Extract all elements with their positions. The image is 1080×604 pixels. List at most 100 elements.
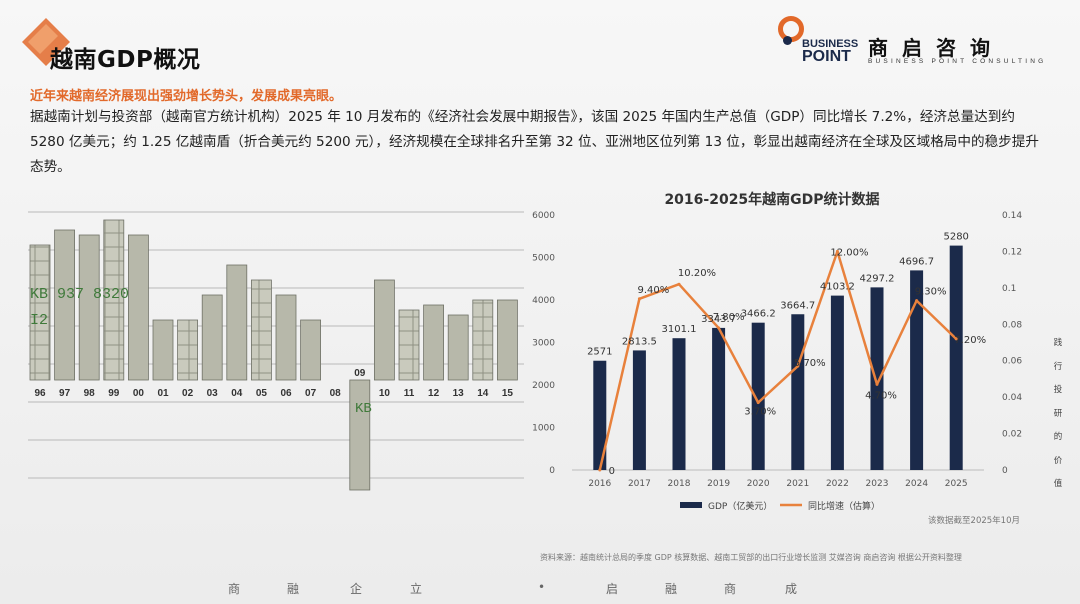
footer-slogan: 商 融 企 立 • 启 融 商 成 <box>0 576 1080 600</box>
growth-point <box>598 468 602 472</box>
image-year-label: 14 <box>477 388 489 399</box>
image-year-label: 07 <box>305 388 317 399</box>
x-tick-label: 2019 <box>707 479 730 489</box>
gdp-bar-label: 3101.1 <box>662 324 697 335</box>
image-bar <box>447 314 469 381</box>
gdp-bar-label: 5280 <box>943 232 968 243</box>
image-bar <box>78 234 100 381</box>
side-char: 研 <box>1053 408 1063 419</box>
y-right-tick-label: 0 <box>1002 466 1008 476</box>
growth-point-label: 7.20% <box>954 335 986 346</box>
image-bar <box>177 319 199 381</box>
image-bar <box>472 299 494 381</box>
y-left-tick-label: 2000 <box>532 381 555 391</box>
growth-point-label: 3.70% <box>744 407 776 418</box>
image-bar <box>201 294 223 381</box>
image-year-label: 09 <box>354 368 366 379</box>
growth-point-label: 7.80% <box>713 312 745 323</box>
image-year-label: 99 <box>108 388 120 399</box>
image-year-label: 06 <box>280 388 292 399</box>
growth-point <box>717 326 721 330</box>
x-tick-label: 2025 <box>945 479 968 489</box>
image-bar <box>226 264 248 381</box>
image-year-label: 02 <box>182 388 194 399</box>
gdp-bar <box>791 314 805 470</box>
growth-point <box>954 337 958 341</box>
footer-char: 融 <box>665 582 678 596</box>
side-char: 的 <box>1053 432 1063 442</box>
growth-point <box>677 282 681 286</box>
gdp-bar <box>830 295 844 470</box>
growth-point <box>756 401 760 405</box>
gdp-bar <box>712 327 726 470</box>
y-right-tick-label: 0.02 <box>1002 430 1022 440</box>
logo-mark-bottom: POINT <box>802 48 851 65</box>
image-year-label: 01 <box>157 388 169 399</box>
gdp-bar <box>949 245 963 470</box>
x-tick-label: 2023 <box>866 479 889 489</box>
gdp-bar <box>593 360 607 470</box>
footer-char: 立 <box>410 582 423 596</box>
side-char: 价 <box>1053 455 1063 466</box>
gdp-bar-label: 3343.7 <box>701 314 736 325</box>
corner-accent-shape <box>22 18 70 66</box>
growth-point-label: 4.70% <box>865 390 897 401</box>
y-right-tick-label: 0.06 <box>1002 357 1022 367</box>
y-left-tick-label: 3000 <box>532 339 555 349</box>
image-year-label: 00 <box>133 388 145 399</box>
footer-char: • <box>538 580 546 594</box>
image-bar <box>54 229 76 381</box>
y-right-tick-label: 0.08 <box>1002 320 1022 330</box>
bill-text-2: I2 <box>30 312 48 329</box>
y-right-tick-label: 0.04 <box>1002 393 1022 403</box>
image-year-label: 13 <box>453 388 465 399</box>
y-right-tick-label: 0.1 <box>1002 284 1016 294</box>
x-tick-label: 2018 <box>668 479 691 489</box>
y-right-tick-label: 0.14 <box>1002 211 1022 221</box>
growth-point <box>796 364 800 368</box>
image-bar <box>250 279 272 381</box>
logo-dot-icon <box>783 36 792 45</box>
gdp-chart: 2016-2025年越南GDP统计数据 0 1000 2000 3000 4000 500… <box>532 191 1022 526</box>
footer-char: 企 <box>350 582 363 596</box>
subtitle: 近年来越南经济展现出强劲增长势头，发展成果亮眼。 <box>30 89 343 104</box>
gdp-bar-label: 4297.2 <box>860 273 895 284</box>
image-bar <box>349 379 371 491</box>
legend-bar-label: GDP（亿美元） <box>708 500 772 512</box>
y-right-tick-label: 0.12 <box>1002 247 1022 257</box>
growth-point-label: 9.30% <box>915 287 947 298</box>
image-bar <box>128 234 149 381</box>
y-left-tick-label: 6000 <box>532 211 555 221</box>
gdp-bar <box>632 350 646 470</box>
image-year-label: 11 <box>404 388 415 399</box>
footer-char: 商 <box>228 582 241 596</box>
x-tick-label: 2020 <box>747 479 770 489</box>
footer-char: 融 <box>287 582 300 596</box>
y-left-tick-label: 5000 <box>532 254 555 264</box>
company-logo: BUSINESS POINT 商启咨询 BUSINESS POINT CONSU… <box>778 16 1058 72</box>
gdp-bar-label: 3466.2 <box>741 309 776 320</box>
image-year-label: 97 <box>59 388 71 399</box>
growth-point <box>875 382 879 386</box>
logo-mark-top: BUSINESS <box>802 38 859 50</box>
logo-english-name: BUSINESS POINT CONSULTING <box>868 58 1047 65</box>
side-char: 投 <box>1053 385 1063 395</box>
legend-line-label: 同比增速（估算） <box>808 500 880 512</box>
gdp-bar <box>751 322 765 470</box>
y-left-tick-label: 1000 <box>532 424 555 434</box>
chart-title: 2016-2025年越南GDP统计数据 <box>664 191 879 208</box>
growth-point <box>637 297 641 301</box>
gdp-bar-label: 3664.7 <box>780 300 815 311</box>
image-year-label: 15 <box>502 388 514 399</box>
side-char: 值 <box>1053 479 1063 489</box>
vertical-slogan: 践行投研的价值 <box>1052 336 1064 501</box>
chart-note: 该数据截至2025年10月 <box>928 515 1020 526</box>
growth-point-label: 5.70% <box>794 358 826 369</box>
gdp-bar-label: 2813.5 <box>622 336 657 347</box>
growth-point-label: 0 <box>609 466 615 477</box>
y-left-tick-label: 4000 <box>532 296 555 306</box>
x-tick-label: 2024 <box>905 479 928 489</box>
source-note: 资料来源：越南统计总局的季度 GDP 核算数据、越南工贸部的出口行业增长监测 艾… <box>540 553 962 562</box>
x-tick-label: 2016 <box>588 479 611 489</box>
image-year-label: 03 <box>207 388 219 399</box>
